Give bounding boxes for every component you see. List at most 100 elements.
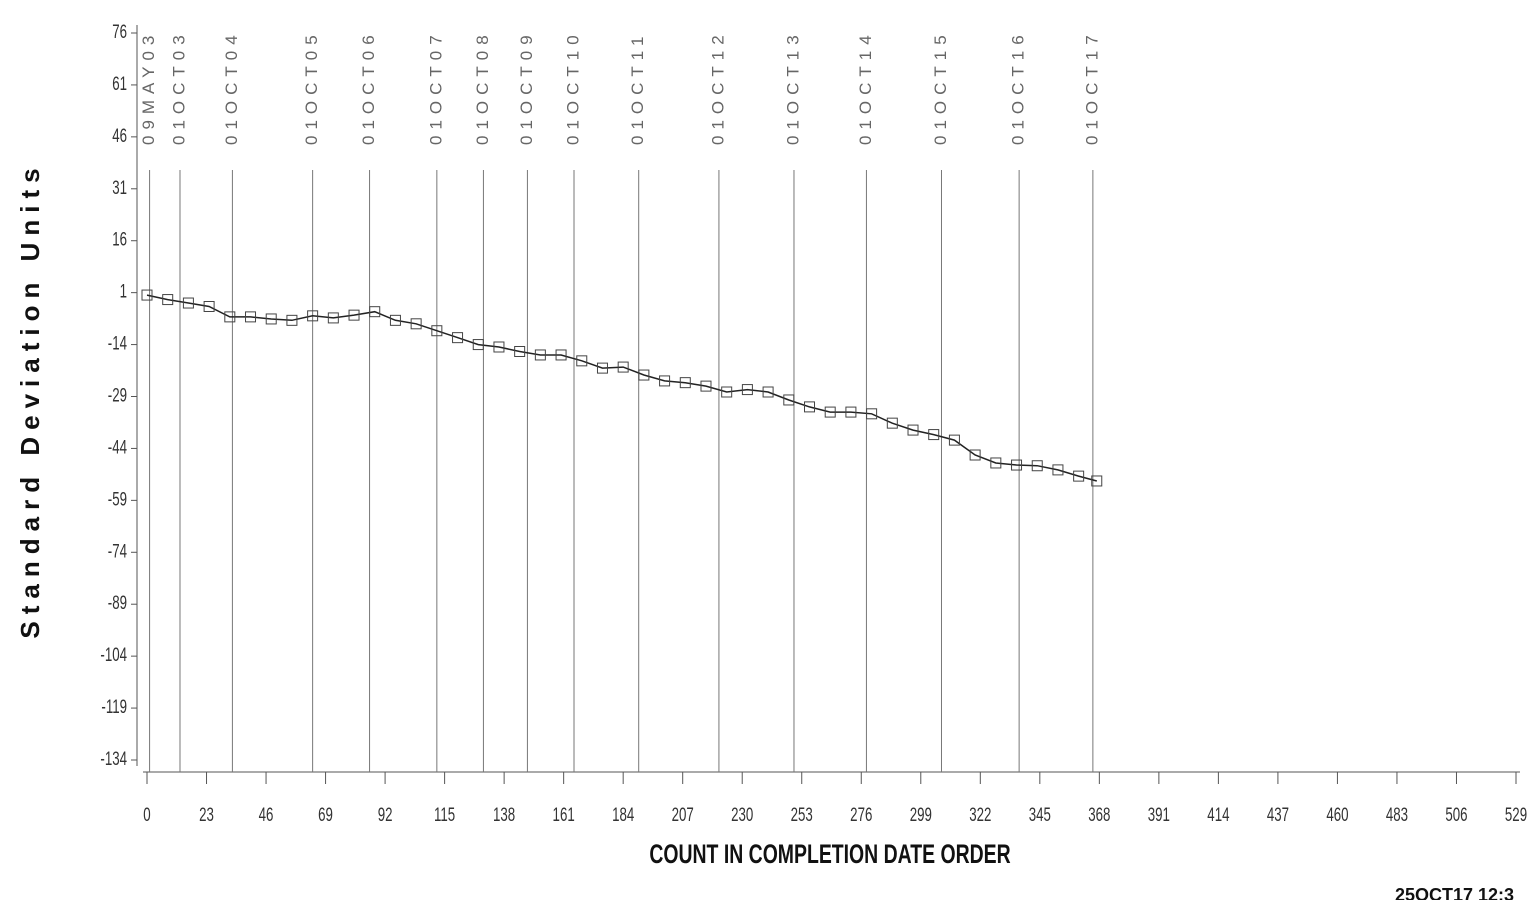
y-tick-label: 61 [112, 74, 127, 95]
x-tick-label: 253 [791, 805, 813, 826]
x-tick-label: 115 [434, 805, 455, 826]
data-point [1031, 460, 1043, 472]
data-point [638, 369, 650, 381]
data-point [659, 375, 671, 387]
data-point [783, 394, 795, 406]
x-tick-label: 506 [1445, 805, 1467, 826]
data-point [141, 289, 153, 301]
x-tick-label: 437 [1267, 805, 1289, 826]
data-point [762, 386, 774, 398]
reference-label: 01OCT15 [931, 29, 950, 145]
reference-label: 01OCT10 [563, 29, 582, 145]
reference-label: 01OCT03 [169, 29, 188, 145]
data-point [452, 332, 464, 344]
x-tick-label: 391 [1148, 805, 1170, 826]
x-tick-label: 161 [553, 805, 575, 826]
y-tick-label: 46 [112, 126, 127, 147]
data-line [146, 294, 1097, 482]
reference-label: 01OCT07 [426, 29, 445, 145]
data-point [928, 429, 940, 441]
data-point [721, 386, 733, 398]
y-tick-label: 31 [112, 178, 127, 199]
data-point [948, 434, 960, 446]
reference-label: 01OCT04 [222, 29, 241, 145]
data-point [886, 417, 898, 429]
data-point [907, 424, 919, 436]
data-point [596, 362, 608, 374]
x-tick-label: 207 [672, 805, 694, 826]
data-point [1091, 475, 1103, 487]
y-tick-label: -44 [108, 437, 127, 458]
data-point [410, 318, 422, 330]
data-point [866, 408, 878, 420]
y-tick-label: -119 [101, 697, 127, 718]
data-point [514, 345, 526, 357]
data-point [824, 406, 836, 418]
reference-label: 01OCT05 [302, 29, 321, 145]
data-point [265, 313, 277, 325]
x-tick-label: 345 [1029, 805, 1051, 826]
reference-label: 01OCT11 [628, 31, 647, 145]
data-point [617, 361, 629, 373]
x-tick-label: 69 [318, 805, 333, 826]
data-point [1052, 464, 1064, 476]
data-point [431, 325, 443, 337]
data-point [472, 339, 484, 351]
x-tick-label: 460 [1326, 805, 1348, 826]
data-point [224, 311, 236, 323]
data-point [286, 314, 298, 326]
data-point [741, 384, 753, 396]
y-axis-label: Standard Deviation Units [15, 161, 45, 638]
data-point [203, 300, 215, 312]
data-point [990, 457, 1002, 469]
reference-label: 01OCT08 [473, 29, 492, 145]
x-tick-label: 138 [493, 805, 515, 826]
x-tick-label: 483 [1386, 805, 1408, 826]
data-point [804, 401, 816, 413]
y-tick-label: -59 [108, 489, 127, 510]
reference-label: 01OCT13 [783, 29, 802, 145]
data-point [182, 297, 194, 309]
data-point [679, 377, 691, 389]
data-point [845, 406, 857, 418]
data-point [493, 341, 505, 353]
y-tick-label: -74 [108, 541, 127, 562]
data-point [348, 309, 360, 321]
data-point [162, 294, 174, 306]
data-point [245, 311, 257, 323]
x-tick-label: 92 [378, 805, 393, 826]
y-tick-label: -104 [100, 645, 127, 666]
x-tick-label: 230 [731, 805, 753, 826]
reference-label: 01OCT16 [1009, 29, 1028, 145]
reference-label: 01OCT14 [856, 29, 875, 145]
data-point [1011, 459, 1023, 471]
footer-timestamp: 25OCT17 12:3 [1395, 885, 1514, 900]
x-tick-label: 299 [910, 805, 932, 826]
x-tick-label: 23 [199, 805, 214, 826]
x-tick-label: 368 [1088, 805, 1110, 826]
y-tick-label: -14 [108, 333, 127, 354]
reference-label: 01OCT12 [708, 29, 727, 145]
y-tick-label: -134 [100, 749, 127, 770]
data-point [700, 380, 712, 392]
data-point [389, 314, 401, 326]
y-tick-label: 1 [120, 281, 127, 302]
y-tick-label: 76 [112, 22, 127, 43]
data-point [327, 312, 339, 324]
y-tick-label: -29 [108, 385, 127, 406]
x-axis-label: COUNT IN COMPLETION DATE ORDER [649, 839, 1010, 869]
reference-label: 09MAY03 [139, 30, 158, 145]
x-tick-label: 0 [143, 805, 150, 826]
reference-label: 01OCT09 [517, 29, 536, 145]
data-point [555, 349, 567, 361]
reference-label: 01OCT17 [1082, 29, 1101, 145]
x-tick-label: 414 [1207, 805, 1229, 826]
data-point [307, 310, 319, 322]
data-point [369, 306, 381, 318]
data-point [534, 349, 546, 361]
x-tick-label: 322 [969, 805, 991, 826]
reference-label: 01OCT06 [359, 29, 378, 145]
data-point [576, 355, 588, 367]
